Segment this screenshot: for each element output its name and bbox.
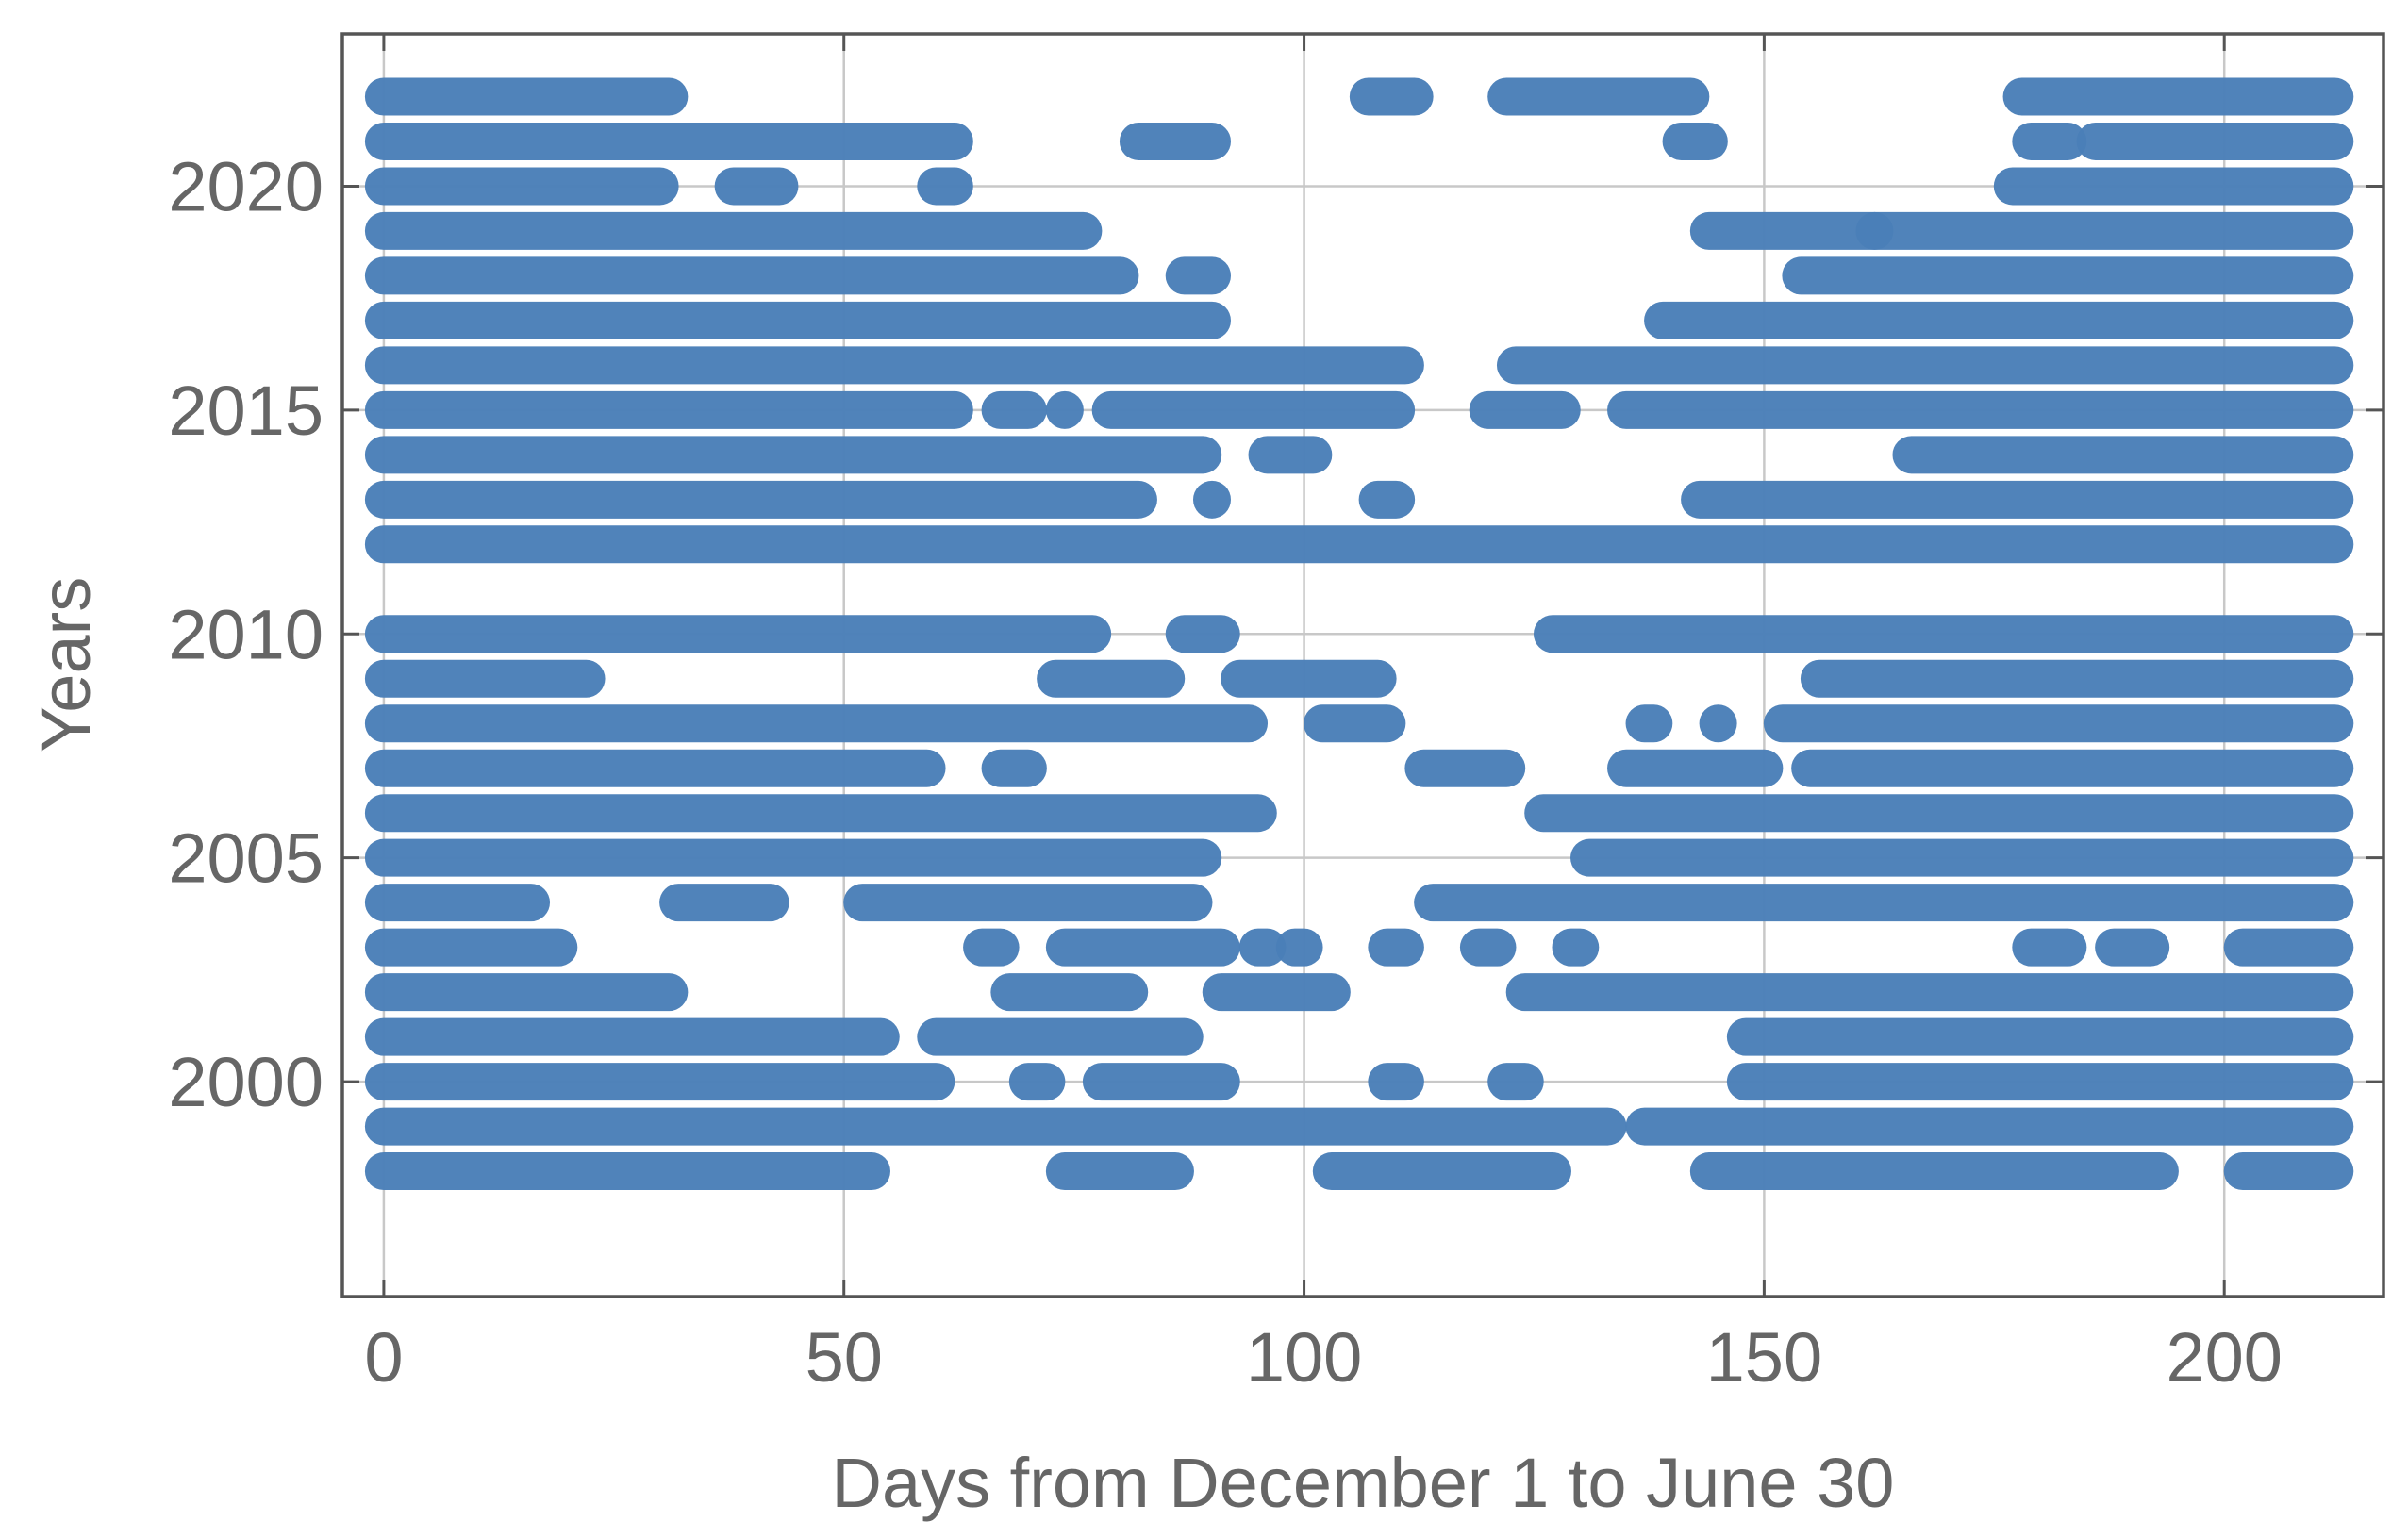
- y-tick-label: 2020: [168, 147, 324, 225]
- x-tick-label: 200: [2166, 1318, 2282, 1397]
- y-tick-label: 2005: [168, 819, 324, 898]
- y-tick-label: 2010: [168, 595, 324, 673]
- x-tick-label: 150: [1706, 1318, 1822, 1397]
- x-tick-label: 0: [364, 1318, 403, 1397]
- x-tick-label: 100: [1246, 1318, 1362, 1397]
- y-tick-label: 2015: [168, 372, 324, 450]
- x-tick-label: 50: [805, 1318, 883, 1397]
- points: [364, 77, 2354, 1191]
- x-axis-label: Days from December 1 to June 30: [832, 1444, 1895, 1522]
- y-tick-label: 2000: [168, 1043, 324, 1121]
- y-axis-label: Years: [26, 577, 105, 753]
- plot-frame: [340, 32, 2385, 1298]
